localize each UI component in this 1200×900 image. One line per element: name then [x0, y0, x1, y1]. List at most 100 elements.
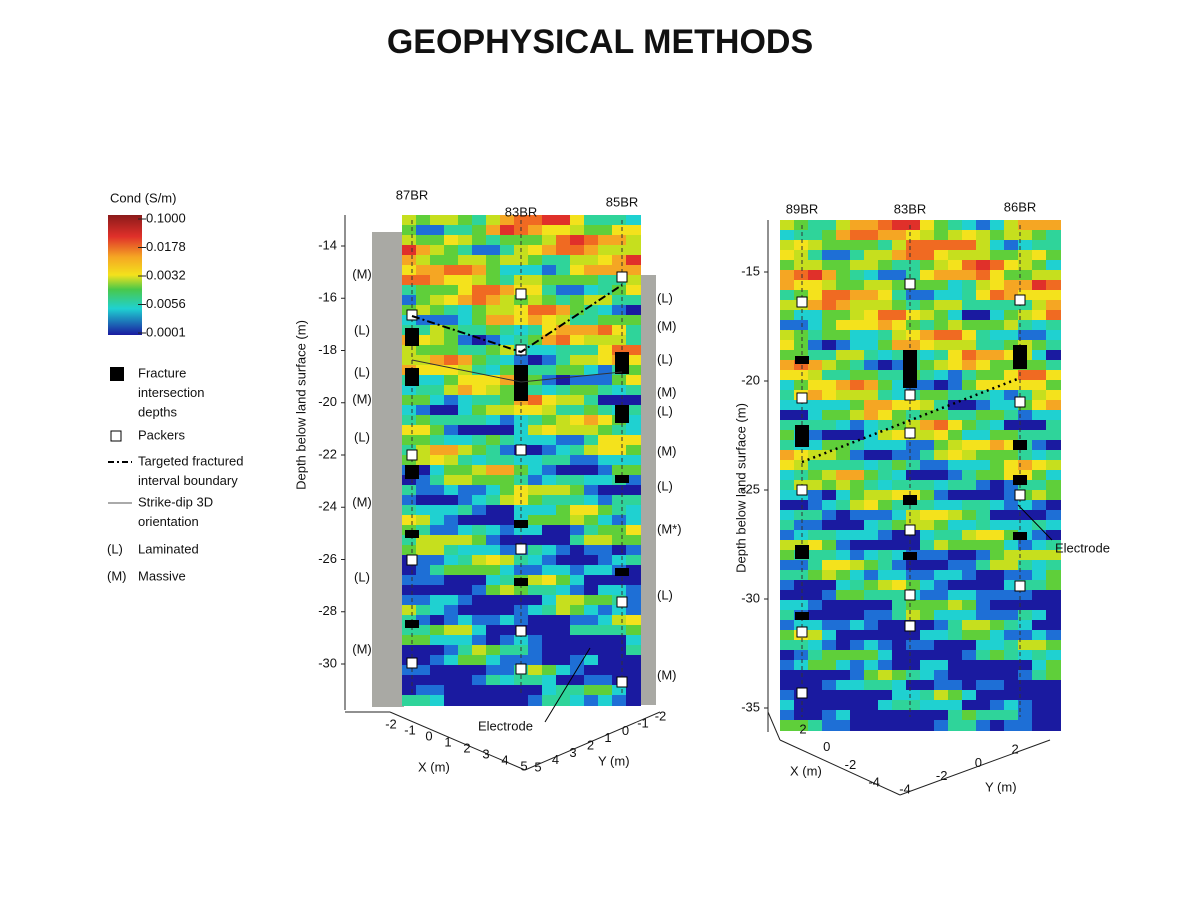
tomography-cell: [836, 340, 851, 351]
tomography-cell: [1004, 660, 1019, 671]
tomography-cell: [1018, 420, 1033, 431]
tomography-cell: [934, 670, 949, 681]
tomography-cell: [920, 590, 935, 601]
tomography-cell: [528, 515, 543, 526]
tomography-cell: [528, 315, 543, 326]
tomography-cell: [934, 230, 949, 241]
tomography-cell: [416, 535, 431, 546]
tomography-cell: [472, 225, 487, 236]
tomography-cell: [892, 280, 907, 291]
tomography-cell: [542, 235, 557, 246]
tomography-cell: [598, 585, 613, 596]
tomography-cell: [1004, 370, 1019, 381]
tomography-cell: [542, 305, 557, 316]
tomography-cell: [836, 550, 851, 561]
tomography-cell: [556, 305, 571, 316]
tomography-cell: [1018, 720, 1033, 731]
legend-label: Laminated: [138, 541, 199, 556]
tomography-cell: [598, 365, 613, 376]
tomography-cell: [486, 685, 501, 696]
tomography-cell: [458, 305, 473, 316]
tomography-cell: [864, 490, 879, 501]
tomography-cell: [920, 400, 935, 411]
tomography-cell: [542, 615, 557, 626]
tomography-cell: [780, 290, 795, 301]
tomography-cell: [556, 575, 571, 586]
tomography-cell: [514, 415, 529, 426]
tomography-cell: [934, 650, 949, 661]
tomography-cell: [892, 230, 907, 241]
tomography-cell: [976, 380, 991, 391]
tomography-cell: [934, 500, 949, 511]
tomography-cell: [1046, 500, 1061, 511]
tomography-cell: [556, 535, 571, 546]
tomography-cell: [1046, 710, 1061, 721]
tomography-cell: [864, 640, 879, 651]
tomography-cell: [1046, 430, 1061, 441]
tomography-cell: [822, 250, 837, 261]
legend-label: Targeted fractured: [138, 453, 244, 468]
tomography-cell: [836, 380, 851, 391]
tomography-cell: [808, 700, 823, 711]
tomography-cell: [1018, 680, 1033, 691]
tomography-cell: [542, 325, 557, 336]
tomography-cell: [808, 450, 823, 461]
tomography-cell: [598, 425, 613, 436]
tomography-cell: [1032, 480, 1047, 491]
tomography-cell: [794, 310, 809, 321]
tomography-cell: [934, 300, 949, 311]
y-tick-label: 0: [622, 723, 629, 738]
tomography-cell: [906, 560, 921, 571]
tomography-cell: [990, 340, 1005, 351]
tomography-cell: [612, 455, 627, 466]
tomography-cell: [570, 495, 585, 506]
tomography-cell: [822, 520, 837, 531]
packer: [904, 389, 916, 401]
tomography-cell: [920, 650, 935, 661]
tomography-cell: [1004, 600, 1019, 611]
tomography-cell: [1018, 250, 1033, 261]
lithology-label: (L): [354, 322, 370, 337]
tomography-cell: [962, 470, 977, 481]
tomography-cell: [836, 520, 851, 531]
tomography-cell: [850, 570, 865, 581]
tomography-cell: [1004, 640, 1019, 651]
tomography-cell: [402, 625, 417, 636]
tomography-cell: [1018, 540, 1033, 551]
depth-tick-label: -28: [318, 603, 337, 618]
tomography-cell: [780, 620, 795, 631]
tomography-cell: [486, 365, 501, 376]
fracture: [514, 365, 528, 401]
tomography-cell: [976, 640, 991, 651]
tomography-cell: [864, 630, 879, 641]
packer-symbol: [110, 430, 122, 442]
tomography-cell: [486, 295, 501, 306]
tomography-cell: [808, 540, 823, 551]
tomography-cell: [444, 525, 459, 536]
tomography-cell: [458, 565, 473, 576]
tomography-cell: [626, 575, 641, 586]
packer: [796, 296, 808, 308]
tomography-cell: [416, 515, 431, 526]
tomography-cell: [416, 575, 431, 586]
tomography-cell: [430, 295, 445, 306]
tomography-cell: [836, 590, 851, 601]
tomography-cell: [430, 365, 445, 376]
tomography-cell: [1018, 640, 1033, 651]
tomography-cell: [444, 475, 459, 486]
tomography-cell: [528, 245, 543, 256]
tomography-cell: [990, 660, 1005, 671]
tomography-cell: [444, 695, 459, 706]
tomography-cell: [626, 535, 641, 546]
tomography-cell: [780, 320, 795, 331]
tomography-cell: [500, 485, 515, 496]
tomography-cell: [1004, 580, 1019, 591]
tomography-cell: [906, 340, 921, 351]
tomography-cell: [780, 700, 795, 711]
tomography-cell: [528, 285, 543, 296]
tomography-cell: [570, 215, 585, 226]
tomography-cell: [402, 265, 417, 276]
tomography-cell: [920, 510, 935, 521]
tomography-cell: [402, 245, 417, 256]
tomography-cell: [472, 245, 487, 256]
